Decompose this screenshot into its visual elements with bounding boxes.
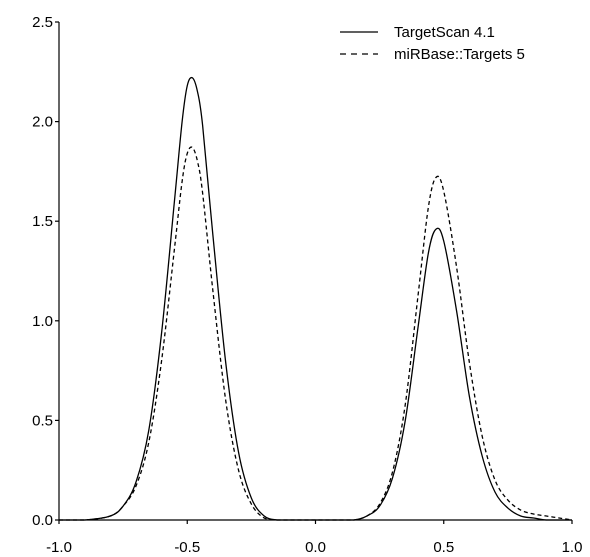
y-tick-label: 1.0	[32, 313, 53, 330]
y-tick-label: 0.5	[32, 412, 53, 429]
x-tick-label: 1.0	[562, 539, 583, 556]
legend-label-mirbase: miRBase::Targets 5	[394, 46, 525, 63]
y-tick-label: 1.5	[32, 213, 53, 230]
plot-lines	[59, 76, 573, 521]
y-tick-label: 2.0	[32, 114, 53, 131]
axes: 0.0 0.5 1.0 1.5 2.0 2.5 -1.0 -0.5 0.0 0.5 1.0	[32, 14, 582, 556]
x-tick-label: 0.0	[305, 539, 326, 556]
x-tick-label: -1.0	[46, 539, 72, 556]
x-tick-label: 0.5	[433, 539, 454, 556]
y-tick-label: 0.0	[32, 512, 53, 529]
legend-label-targetscan: TargetScan 4.1	[394, 24, 495, 41]
series-line-targetscan	[59, 76, 572, 521]
series-line-mirbase	[59, 146, 573, 521]
y-tick-label: 2.5	[32, 14, 53, 31]
x-tick-label: -0.5	[174, 539, 200, 556]
